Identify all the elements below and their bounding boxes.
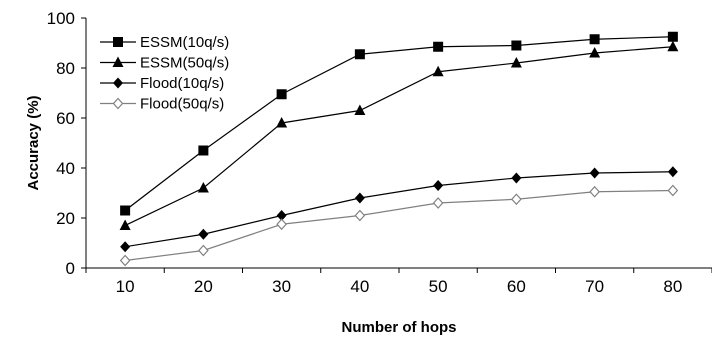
legend-item: ESSM(50q/s) [100,55,229,72]
legend-marker [113,37,123,47]
data-point [276,218,287,231]
x-tick-label: 20 [194,277,213,296]
x-tick-label: 70 [585,277,604,296]
data-point [276,89,287,100]
data-point [667,40,679,52]
data-point [433,41,444,52]
y-tick-label: 40 [56,159,75,178]
legend-label: Flood(50q/s) [140,96,224,113]
data-point [432,65,444,77]
x-tick-label: 10 [116,277,135,296]
series-2 [119,40,679,230]
data-point [589,34,600,45]
series-line [124,46,673,227]
legend-item: Flood(50q/s) [100,96,224,113]
data-point [197,182,209,193]
data-point [667,184,679,197]
x-tick-label: 40 [350,277,369,296]
series-4 [119,184,679,267]
data-point [354,192,365,204]
data-point [432,197,444,209]
legend-marker [112,97,124,110]
legend-label: Flood(10q/s) [140,75,224,92]
series-1 [120,31,678,216]
data-point [667,166,678,178]
legend-item: Flood(10q/s) [100,75,224,92]
data-point [119,254,131,267]
x-tick-label: 50 [429,277,448,296]
data-point [120,241,131,253]
x-tick-label: 30 [272,277,291,296]
y-axis-label: Accuracy (%) [25,95,42,190]
legend-item: ESSM(10q/s) [100,34,229,51]
y-tick-label: 100 [47,9,75,28]
data-point [120,205,131,216]
series-3 [120,166,678,253]
data-point [589,47,601,58]
y-tick-label: 80 [56,59,75,78]
series-line [125,171,673,248]
data-point [589,185,600,198]
data-point [354,49,365,60]
legend-label: ESSM(50q/s) [140,55,229,72]
y-tick-label: 0 [66,259,75,278]
x-axis-label: Number of hops [342,319,457,336]
data-point [198,244,209,257]
series-line [124,36,673,211]
data-point [510,57,522,68]
series-line [125,189,673,262]
y-tick-label: 20 [56,209,75,228]
y-axis-ticks: 0 20 40 60 80 100 [47,9,86,278]
x-tick-label: 60 [507,277,526,296]
series-layer [119,31,679,267]
data-point [276,117,288,128]
data-point [511,193,522,206]
data-point [198,145,209,156]
x-axis-ticks: 10 20 30 40 50 60 70 80 [85,268,712,296]
legend-marker [113,77,123,89]
data-point [511,172,522,184]
y-tick-label: 60 [56,109,75,128]
data-point [589,167,600,179]
data-point [667,31,678,42]
data-point [119,219,131,230]
data-point [354,104,366,115]
data-point [511,40,522,51]
x-tick-label: 80 [663,277,682,296]
legend-marker [112,56,124,67]
legend: ESSM(10q/s) ESSM(50q/s) Flood(10q/s) Flood(… [100,34,229,113]
data-point [276,210,287,221]
legend-label: ESSM(10q/s) [140,34,229,51]
data-point [198,228,209,240]
data-point [354,209,366,222]
data-point [433,180,444,191]
